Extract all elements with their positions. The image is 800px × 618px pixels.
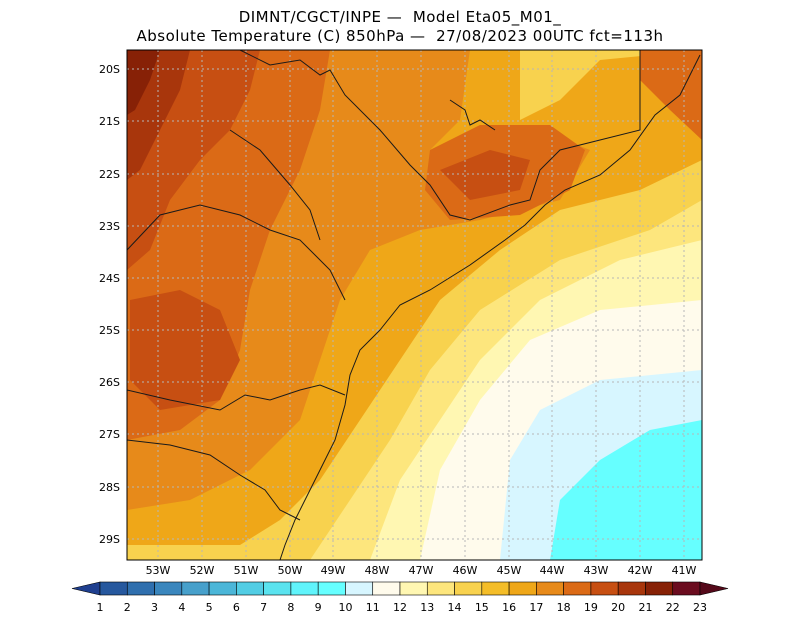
lake <box>449 99 496 131</box>
colorbar-swatch <box>372 581 401 596</box>
colorbar-label: 13 <box>420 601 434 614</box>
colorbar-label: 1 <box>97 601 104 614</box>
state-border-2 <box>127 204 346 301</box>
colorbar-swatch <box>290 581 319 596</box>
state-border-5 <box>229 129 321 241</box>
lat-label: 23S <box>99 220 120 233</box>
colorbar-label: 20 <box>611 601 625 614</box>
lat-label: 26S <box>99 376 120 389</box>
colorbar-label: 14 <box>448 601 462 614</box>
colorbar-label: 22 <box>666 601 680 614</box>
colorbar-arrow-right <box>699 581 729 596</box>
colorbar-label: 5 <box>206 601 213 614</box>
colorbar-label: 4 <box>178 601 185 614</box>
colorbar-swatch <box>181 581 210 596</box>
lon-label: 45W <box>497 564 522 577</box>
lat-label: 28S <box>99 481 120 494</box>
colorbar-swatch <box>508 581 537 596</box>
lat-label: 29S <box>99 533 120 546</box>
colorbar-label: 10 <box>338 601 352 614</box>
colorbar-swatch <box>481 581 510 596</box>
colorbar-swatch <box>126 581 155 596</box>
colorbar-label: 2 <box>124 601 131 614</box>
lon-label: 46W <box>453 564 478 577</box>
colorbar-label: 12 <box>393 601 407 614</box>
colorbar-swatch <box>399 581 428 596</box>
contour-22 <box>127 50 160 115</box>
colorbar-label: 19 <box>584 601 598 614</box>
colorbar-label: 7 <box>260 601 267 614</box>
state-border-3 <box>127 384 346 411</box>
colorbar-swatch <box>454 581 483 596</box>
colorbar-label: 9 <box>315 601 322 614</box>
colorbar-label: 15 <box>475 601 489 614</box>
lon-label: 49W <box>321 564 346 577</box>
lon-label: 43W <box>584 564 609 577</box>
colorbar-swatch <box>208 581 237 596</box>
colorbar-label: 21 <box>638 601 652 614</box>
grid-lines <box>127 50 702 560</box>
colorbar-swatch <box>154 581 183 596</box>
colorbar-label: 8 <box>287 601 294 614</box>
colorbar: 1 2 3 4 5 6 7 8 9 10 11 12 13 14 15 16 17 18 19 20 21 22 23 <box>71 581 729 614</box>
lon-label: 50W <box>278 564 303 577</box>
lon-label: 48W <box>365 564 390 577</box>
lat-label: 27S <box>99 428 120 441</box>
lat-label: 22S <box>99 168 120 181</box>
lon-label: 42W <box>628 564 653 577</box>
colorbar-swatch <box>236 581 264 596</box>
lat-label: 24S <box>99 272 120 285</box>
colorbar-label: 17 <box>529 601 543 614</box>
colorbar-swatch <box>590 581 619 596</box>
colorbar-swatch <box>263 581 292 596</box>
colorbar-swatch <box>317 581 346 596</box>
colorbar-swatch <box>536 581 564 596</box>
colorbar-swatch <box>345 581 374 596</box>
colorbar-swatch <box>99 581 128 596</box>
colorbar-label: 18 <box>557 601 571 614</box>
map-frame <box>126 49 703 561</box>
lat-axis: 20S 21S 22S 23S 24S 25S 26S 27S 28S 29S <box>99 63 120 546</box>
state-border-1 <box>239 50 641 221</box>
colorbar-swatch <box>426 581 455 596</box>
state-border-4 <box>127 439 301 521</box>
lon-axis: 53W 52W 51W 50W 49W 48W 47W 46W 45W 44W … <box>146 564 697 577</box>
lon-label: 41W <box>672 564 697 577</box>
contour-20b <box>440 150 530 200</box>
contour-19-ne <box>640 50 702 140</box>
coastline-and-borders <box>127 50 701 560</box>
contour-10 <box>550 420 702 560</box>
temperature-field <box>127 50 702 560</box>
title-line-1: DIMNT/CGCT/INPE — Model Eta05_M01_ <box>238 8 562 26</box>
colorbar-label: 6 <box>233 601 240 614</box>
lon-label: 47W <box>409 564 434 577</box>
coastline <box>279 54 701 560</box>
title-line-2: Absolute Temperature (C) 850hPa — 27/08/… <box>136 27 664 45</box>
lat-label: 20S <box>99 63 120 76</box>
colorbar-label: 16 <box>502 601 516 614</box>
colorbar-arrow-left <box>71 581 101 596</box>
colorbar-label: 11 <box>366 601 380 614</box>
lon-label: 51W <box>234 564 259 577</box>
lat-label: 21S <box>99 115 120 128</box>
colorbar-swatch <box>672 581 701 596</box>
lat-label: 25S <box>99 324 120 337</box>
lon-label: 53W <box>146 564 171 577</box>
colorbar-label: 23 <box>693 601 707 614</box>
colorbar-swatch <box>617 581 646 596</box>
colorbar-swatch <box>645 581 674 596</box>
colorbar-label: 3 <box>151 601 158 614</box>
colorbar-swatch <box>563 581 592 596</box>
lon-label: 52W <box>190 564 215 577</box>
lon-label: 44W <box>540 564 565 577</box>
